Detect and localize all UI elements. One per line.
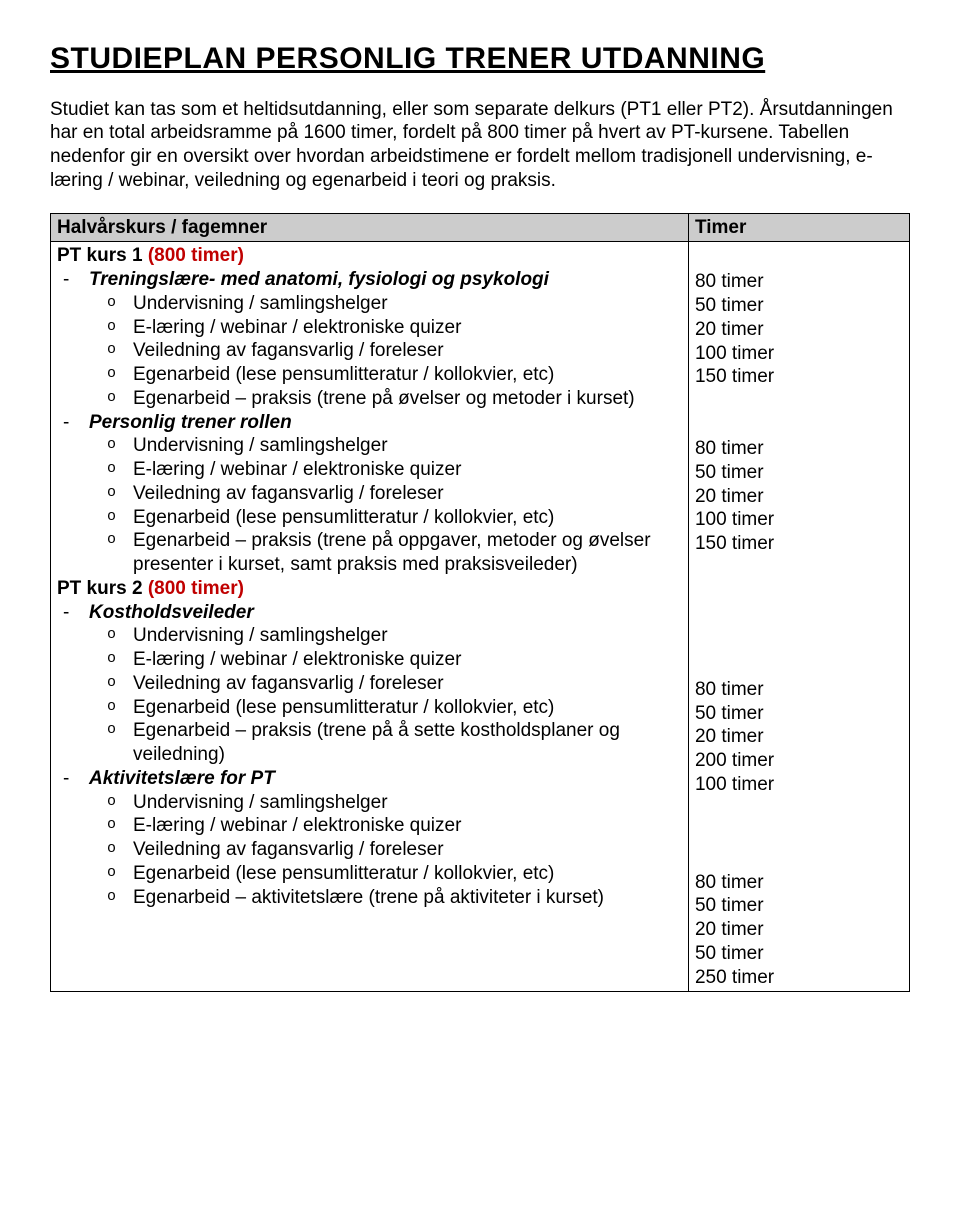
list-item: Egenarbeid – praksis (trene på å sette k… xyxy=(133,719,682,767)
list-item: E-læring / webinar / elektroniske quizer xyxy=(133,316,682,340)
hours-value: 20 timer xyxy=(695,918,903,942)
hours-block-4: 80 timer 50 timer 20 timer 50 timer 250 … xyxy=(695,871,903,990)
table-header-right: Timer xyxy=(688,213,909,242)
list-item: E-læring / webinar / elektroniske quizer xyxy=(133,458,682,482)
section-item: Personlig trener rollen Undervisning / s… xyxy=(81,411,682,577)
table-header-left: Halvårskurs / fagemner xyxy=(51,213,689,242)
hours-value: 200 timer xyxy=(695,749,903,773)
section-item: Aktivitetslære for PT Undervisning / sam… xyxy=(81,767,682,910)
list-item: Egenarbeid (lese pensumlitteratur / koll… xyxy=(133,862,682,886)
hours-value: 80 timer xyxy=(695,437,903,461)
hours-value: 250 timer xyxy=(695,966,903,990)
list-item: E-læring / webinar / elektroniske quizer xyxy=(133,814,682,838)
pt1-header: PT kurs 1 (800 timer) xyxy=(57,244,682,268)
list-item: Undervisning / samlingshelger xyxy=(133,434,682,458)
hours-value: 20 timer xyxy=(695,725,903,749)
hours-block-3: 80 timer 50 timer 20 timer 200 timer 100… xyxy=(695,678,903,797)
list-item: Egenarbeid (lese pensumlitteratur / koll… xyxy=(133,363,682,387)
hours-value: 150 timer xyxy=(695,532,903,556)
hours-value: 150 timer xyxy=(695,365,903,389)
section-item: Treningslære- med anatomi, fysiologi og … xyxy=(81,268,682,411)
hours-value: 50 timer xyxy=(695,894,903,918)
hours-value: 80 timer xyxy=(695,678,903,702)
list-item: Veiledning av fagansvarlig / foreleser xyxy=(133,672,682,696)
list-item: Undervisning / samlingshelger xyxy=(133,292,682,316)
list-item: Veiledning av fagansvarlig / foreleser xyxy=(133,838,682,862)
section-title: Personlig trener rollen xyxy=(89,412,292,433)
table-right-cell: 80 timer 50 timer 20 timer 100 timer 150… xyxy=(688,242,909,992)
pt2-header: PT kurs 2 (800 timer) xyxy=(57,577,682,601)
list-item: E-læring / webinar / elektroniske quizer xyxy=(133,648,682,672)
hours-value: 80 timer xyxy=(695,871,903,895)
hours-value: 100 timer xyxy=(695,342,903,366)
section-title: Aktivitetslære for PT xyxy=(89,768,275,789)
hours-value: 50 timer xyxy=(695,942,903,966)
hours-value: 80 timer xyxy=(695,270,903,294)
hours-value: 50 timer xyxy=(695,702,903,726)
hours-block-2: 80 timer 50 timer 20 timer 100 timer 150… xyxy=(695,437,903,556)
hours-value: 50 timer xyxy=(695,461,903,485)
list-item: Egenarbeid – praksis (trene på oppgaver,… xyxy=(133,529,682,577)
list-item: Veiledning av fagansvarlig / foreleser xyxy=(133,339,682,363)
section-title: Treningslære- med anatomi, fysiologi og … xyxy=(89,269,549,290)
page-title: STUDIEPLAN PERSONLIG TRENER UTDANNING xyxy=(50,40,910,78)
section-item: Kostholdsveileder Undervisning / samling… xyxy=(81,601,682,767)
list-item: Egenarbeid (lese pensumlitteratur / koll… xyxy=(133,506,682,530)
list-item: Egenarbeid – praksis (trene på øvelser o… xyxy=(133,387,682,411)
list-item: Undervisning / samlingshelger xyxy=(133,624,682,648)
list-item: Undervisning / samlingshelger xyxy=(133,791,682,815)
hours-value: 100 timer xyxy=(695,773,903,797)
hours-block-1: 80 timer 50 timer 20 timer 100 timer 150… xyxy=(695,270,903,389)
list-item: Veiledning av fagansvarlig / foreleser xyxy=(133,482,682,506)
hours-value: 100 timer xyxy=(695,508,903,532)
hours-value: 50 timer xyxy=(695,294,903,318)
intro-paragraph: Studiet kan tas som et heltidsutdanning,… xyxy=(50,98,910,193)
hours-value: 20 timer xyxy=(695,485,903,509)
hours-value: 20 timer xyxy=(695,318,903,342)
section-title: Kostholdsveileder xyxy=(89,602,254,623)
table-left-cell: PT kurs 1 (800 timer) Treningslære- med … xyxy=(51,242,689,992)
course-table: Halvårskurs / fagemner Timer PT kurs 1 (… xyxy=(50,213,910,993)
list-item: Egenarbeid (lese pensumlitteratur / koll… xyxy=(133,696,682,720)
list-item: Egenarbeid – aktivitetslære (trene på ak… xyxy=(133,886,682,910)
